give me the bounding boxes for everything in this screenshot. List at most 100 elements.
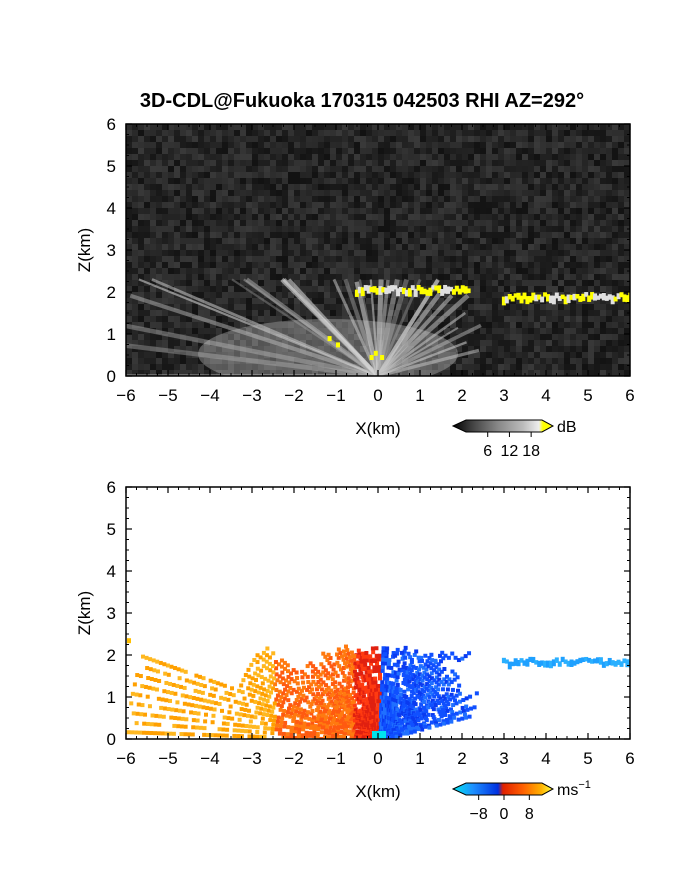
snr-noise-cell <box>354 166 360 172</box>
snr-noise-cell <box>354 340 360 346</box>
snr-noise-cell <box>144 316 150 322</box>
snr-noise-cell <box>558 250 564 256</box>
snr-noise-cell <box>324 286 330 292</box>
snr-noise-cell <box>144 148 150 154</box>
snr-noise-cell <box>150 124 156 130</box>
snr-noise-cell <box>222 274 228 280</box>
snr-noise-cell <box>588 346 594 352</box>
snr-noise-cell <box>588 148 594 154</box>
snr-noise-cell <box>390 148 396 154</box>
snr-noise-cell <box>306 286 312 292</box>
snr-noise-cell <box>150 202 156 208</box>
snr-noise-cell <box>318 268 324 274</box>
snr-noise-cell <box>348 250 354 256</box>
snr-noise-cell <box>582 352 588 358</box>
snr-noise-cell <box>492 262 498 268</box>
snr-noise-cell <box>336 130 342 136</box>
snr-noise-cell <box>480 202 486 208</box>
snr-noise-cell <box>192 370 198 376</box>
snr-noise-cell <box>516 334 522 340</box>
snr-noise-cell <box>534 346 540 352</box>
snr-noise-cell <box>126 298 132 304</box>
snr-noise-cell <box>582 316 588 322</box>
snr-noise-cell <box>558 196 564 202</box>
snr-noise-cell <box>468 214 474 220</box>
velocity-pixel <box>343 661 348 666</box>
snr-noise-cell <box>288 130 294 136</box>
snr-noise-cell <box>492 208 498 214</box>
snr-noise-cell <box>552 346 558 352</box>
snr-noise-cell <box>366 358 372 364</box>
snr-noise-cell <box>330 280 336 286</box>
snr-noise-cell <box>576 148 582 154</box>
snr-noise-cell <box>180 238 186 244</box>
snr-noise-cell <box>270 208 276 214</box>
snr-noise-cell <box>606 322 612 328</box>
snr-noise-cell <box>372 196 378 202</box>
snr-noise-cell <box>264 274 270 280</box>
snr-noise-cell <box>384 208 390 214</box>
snr-noise-cell <box>546 178 552 184</box>
velocity-pixel <box>295 681 300 686</box>
velocity-pixel <box>347 655 352 660</box>
snr-noise-cell <box>480 364 486 370</box>
snr-noise-cell <box>576 202 582 208</box>
snr-noise-cell <box>186 202 192 208</box>
snr-noise-cell <box>318 370 324 376</box>
snr-noise-cell <box>498 304 504 310</box>
snr-noise-cell <box>258 130 264 136</box>
velocity-pixel <box>364 670 369 675</box>
velocity-pixel <box>255 684 260 689</box>
snr-noise-cell <box>132 172 138 178</box>
snr-noise-cell <box>510 262 516 268</box>
snr-noise-cell <box>270 136 276 142</box>
velocity-pixel <box>338 734 343 739</box>
snr-noise-cell <box>606 328 612 334</box>
snr-noise-cell <box>222 190 228 196</box>
snr-noise-cell <box>624 274 630 280</box>
snr-noise-cell <box>624 238 630 244</box>
snr-noise-cell <box>336 154 342 160</box>
snr-noise-cell <box>264 256 270 262</box>
velocity-pixel <box>219 682 224 687</box>
snr-noise-cell <box>414 214 420 220</box>
snr-noise-cell <box>150 286 156 292</box>
snr-cloud-pixel <box>578 295 583 302</box>
snr-colorbar-unit: dB <box>557 419 577 436</box>
snr-noise-cell <box>588 124 594 130</box>
snr-noise-cell <box>228 166 234 172</box>
snr-noise-cell <box>354 196 360 202</box>
velocity-pixel <box>341 666 346 671</box>
snr-noise-cell <box>498 340 504 346</box>
velocity-pixel <box>378 672 382 677</box>
snr-noise-cell <box>570 232 576 238</box>
velocity-pixel <box>273 660 278 665</box>
snr-noise-cell <box>366 136 372 142</box>
snr-noise-cell <box>234 130 240 136</box>
velocity-pixel <box>333 680 338 685</box>
snr-noise-cell <box>174 190 180 196</box>
velocity-pixel <box>202 698 207 703</box>
snr-ray <box>377 311 467 376</box>
snr-noise-cell <box>618 226 624 232</box>
snr-noise-cell <box>570 274 576 280</box>
snr-noise-cell <box>504 280 510 286</box>
velocity-pixel <box>340 716 345 721</box>
snr-noise-cell <box>288 208 294 214</box>
velocity-pixel <box>347 671 352 676</box>
snr-noise-cell <box>156 130 162 136</box>
velocity-pixel <box>241 678 246 683</box>
snr-noise-cell <box>342 190 348 196</box>
snr-noise-cell <box>594 268 600 274</box>
velocity-pixel <box>283 687 288 692</box>
snr-noise-cell <box>348 340 354 346</box>
snr-noise-cell <box>426 370 432 376</box>
snr-noise-cell <box>510 316 516 322</box>
snr-noise-cell <box>204 178 210 184</box>
snr-noise-cell <box>348 130 354 136</box>
snr-noise-cell <box>348 322 354 328</box>
snr-noise-cell <box>564 172 570 178</box>
snr-noise-cell <box>282 124 288 130</box>
velocity-pixel <box>145 694 150 699</box>
snr-noise-cell <box>240 202 246 208</box>
